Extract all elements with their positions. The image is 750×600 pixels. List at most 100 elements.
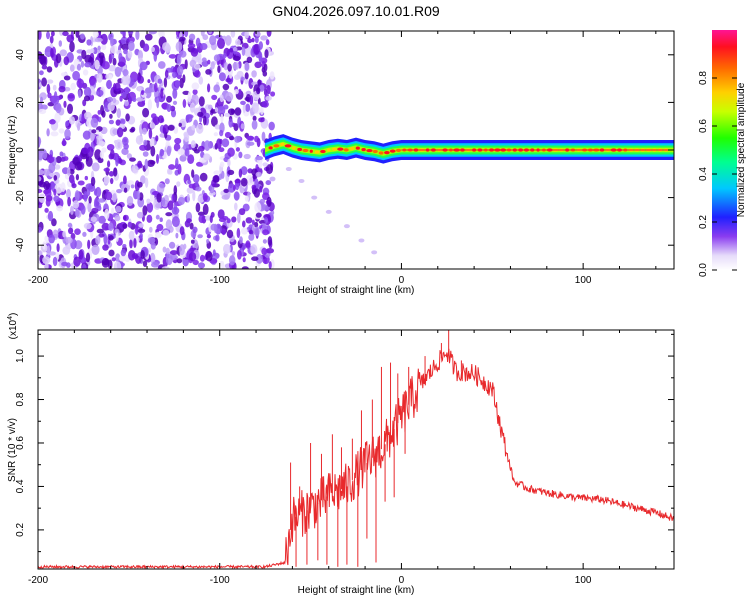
noise-speckle-mark <box>121 147 129 156</box>
noise-speckle-mark <box>104 208 110 220</box>
noise-speckle-mark <box>92 31 99 38</box>
noise-speckle-mark <box>49 119 56 125</box>
noise-speckle-mark <box>68 116 76 125</box>
noise-speckle-mark <box>206 239 210 244</box>
noise-speckle-mark <box>215 34 223 39</box>
noise-speckle-mark <box>54 164 61 170</box>
noise-speckle-mark <box>48 162 56 173</box>
noise-speckle-mark <box>90 117 99 128</box>
noise-speckle-mark <box>142 127 147 135</box>
noise-speckle-mark <box>59 49 67 57</box>
noise-speckle-mark <box>149 160 156 165</box>
noise-speckle-mark <box>227 169 235 176</box>
noise-speckle-mark <box>91 129 97 134</box>
snr-exponent-close: ) <box>8 313 19 316</box>
noise-speckle-mark <box>238 168 243 178</box>
noise-speckle-mark <box>227 159 231 167</box>
noise-speckle-mark <box>90 176 96 187</box>
noise-speckle-mark <box>133 238 137 248</box>
noise-speckle-mark <box>87 146 94 158</box>
noise-speckle-mark <box>254 201 262 213</box>
noise-speckle-mark <box>260 106 264 115</box>
y-tick-label: 0 <box>15 147 26 153</box>
noise-speckle-mark <box>142 43 150 52</box>
noise-speckle-mark <box>83 86 92 97</box>
noise-speckle-mark <box>221 170 225 179</box>
noise-speckle-mark <box>98 116 102 123</box>
noise-speckle-mark <box>225 35 232 46</box>
noise-speckle-mark <box>265 164 273 175</box>
noise-speckle-mark <box>243 153 251 160</box>
noise-speckle-mark <box>51 31 55 37</box>
noise-speckle-mark <box>128 230 135 241</box>
noise-speckle-mark <box>166 145 171 157</box>
noise-speckle-mark <box>222 52 227 59</box>
noise-speckle-mark <box>165 247 170 255</box>
noise-speckle-mark <box>74 190 80 202</box>
noise-speckle-mark <box>190 48 199 57</box>
noise-speckle-mark <box>127 40 135 52</box>
noise-speckle-mark <box>65 120 70 127</box>
noise-speckle-mark <box>158 31 164 38</box>
noise-speckle-mark <box>255 156 263 161</box>
noise-speckle-mark <box>207 104 213 110</box>
noise-speckle-mark <box>205 69 212 75</box>
noise-speckle-mark <box>116 127 124 138</box>
noise-speckle-mark <box>155 135 159 142</box>
noise-speckle-mark <box>48 251 57 256</box>
noise-speckle-mark <box>58 128 65 134</box>
spectral-hotspot <box>343 148 349 152</box>
noise-speckle-mark <box>146 214 153 223</box>
noise-speckle-mark <box>176 65 184 76</box>
noise-speckle-mark <box>210 61 215 70</box>
colorbar-tick-label: 0.8 <box>698 71 709 85</box>
noise-speckle-mark <box>188 251 197 262</box>
x-tick-label: -100 <box>210 575 230 586</box>
noise-speckle-mark <box>213 84 220 93</box>
noise-speckle-mark <box>53 195 60 203</box>
noise-speckle-mark <box>82 130 91 140</box>
noise-speckle-mark <box>41 65 48 70</box>
noise-speckle-mark <box>110 149 115 160</box>
x-tick-label: 0 <box>399 575 405 586</box>
spectral-hotspot <box>327 148 331 152</box>
noise-speckle-mark <box>199 172 208 182</box>
noise-speckle-mark <box>89 76 96 86</box>
noise-speckle-mark <box>115 253 121 262</box>
noise-speckle-mark <box>196 123 204 134</box>
noise-speckle-mark <box>78 249 84 260</box>
noise-speckle-mark <box>137 160 143 168</box>
noise-speckle-mark <box>102 190 107 202</box>
noise-speckle-mark <box>172 88 178 99</box>
noise-speckle-mark <box>141 90 144 96</box>
noise-speckle-mark <box>176 258 183 264</box>
noise-speckle-mark <box>238 208 246 216</box>
noise-speckle-mark <box>168 164 176 170</box>
noise-speckle-mark <box>137 75 145 84</box>
noise-speckle-mark <box>46 66 53 73</box>
noise-speckle-mark <box>103 167 111 172</box>
noise-speckle-mark <box>161 197 166 206</box>
noise-speckle-mark <box>242 257 246 263</box>
noise-speckle-mark <box>87 239 91 250</box>
noise-speckle-mark <box>60 72 68 77</box>
noise-speckle-mark <box>85 156 93 167</box>
noise-speckle-mark <box>244 31 250 39</box>
colorbar-tick-label: 0.0 <box>698 263 709 277</box>
spectral-hotspot <box>320 149 326 154</box>
noise-speckle-mark <box>266 84 271 95</box>
noise-speckle-mark <box>101 258 110 268</box>
noise-speckle-mark <box>166 95 173 103</box>
noise-speckle-mark <box>149 122 156 129</box>
noise-speckle-mark <box>74 228 81 235</box>
noise-speckle-mark <box>103 233 108 245</box>
spectral-tail-mark <box>285 167 292 172</box>
noise-speckle-mark <box>258 117 265 123</box>
noise-speckle-mark <box>198 76 204 85</box>
noise-speckle-mark <box>177 148 185 156</box>
noise-speckle-mark <box>127 31 134 35</box>
noise-speckle-mark <box>176 54 182 66</box>
noise-speckle-mark <box>70 82 76 91</box>
noise-speckle-mark <box>186 218 192 223</box>
noise-speckle-mark <box>115 119 121 126</box>
